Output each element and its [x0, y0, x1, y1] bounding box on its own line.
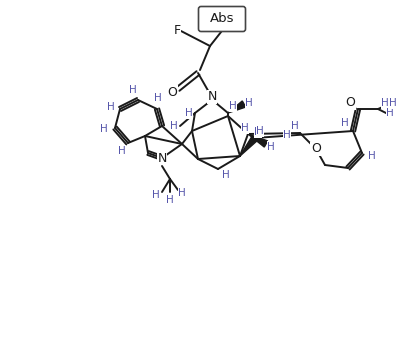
Text: H: H [100, 124, 108, 134]
Text: H: H [229, 101, 237, 111]
Text: H: H [170, 121, 178, 131]
Text: H: H [152, 190, 160, 200]
Text: H: H [283, 130, 291, 140]
Text: H: H [386, 108, 394, 118]
Text: H: H [389, 98, 397, 108]
Text: N: N [158, 151, 167, 164]
Text: H: H [254, 127, 262, 137]
Text: O: O [345, 97, 355, 109]
Text: H: H [368, 151, 376, 161]
Text: O: O [167, 86, 177, 99]
Text: H: H [267, 142, 275, 152]
Text: H: H [291, 121, 299, 131]
Polygon shape [248, 134, 268, 147]
Text: O: O [311, 143, 321, 155]
Text: H: H [381, 98, 389, 108]
Text: H: H [166, 195, 174, 205]
Text: H: H [341, 118, 349, 128]
Text: H: H [118, 146, 126, 156]
FancyBboxPatch shape [199, 6, 246, 31]
Text: H: H [185, 108, 193, 118]
Polygon shape [240, 136, 258, 156]
Text: H: H [107, 102, 115, 112]
Text: H: H [256, 126, 264, 136]
Text: N: N [207, 90, 217, 104]
Text: F: F [228, 20, 236, 33]
Polygon shape [228, 101, 246, 113]
Text: H: H [178, 188, 186, 198]
Text: H: H [129, 85, 137, 95]
Text: H: H [154, 93, 162, 103]
Text: F: F [173, 25, 181, 38]
Text: H: H [245, 98, 253, 108]
Text: H: H [241, 123, 249, 133]
Text: H: H [222, 170, 230, 180]
Text: Abs: Abs [210, 13, 234, 26]
